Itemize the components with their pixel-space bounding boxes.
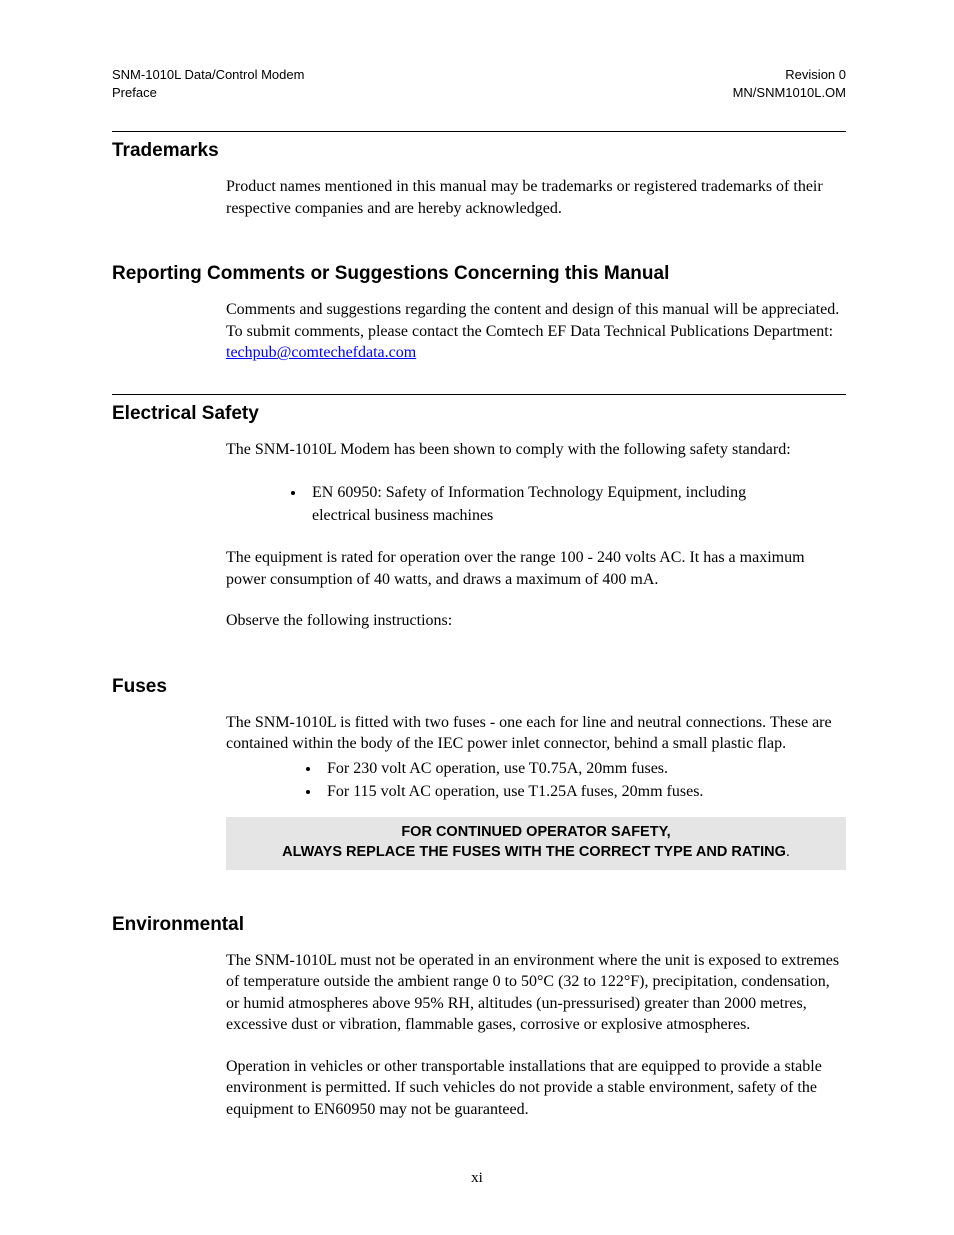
warning-box: FOR CONTINUED OPERATOR SAFETY, ALWAYS RE… <box>226 817 846 869</box>
body-electrical-2: The equipment is rated for operation ove… <box>226 547 846 590</box>
header-left-line2: Preface <box>112 84 304 102</box>
para: The SNM-1010L Modem has been shown to co… <box>226 439 846 461</box>
body-electrical-bullets: EN 60950: Safety of Information Technolo… <box>226 481 846 527</box>
bullet: EN 60950: Safety of Information Technolo… <box>306 481 786 527</box>
para: Product names mentioned in this manual m… <box>226 176 846 219</box>
para-text: Comments and suggestions regarding the c… <box>226 301 839 340</box>
page-header: SNM-1010L Data/Control Modem Preface Rev… <box>112 66 846 101</box>
para: The equipment is rated for operation ove… <box>226 547 846 590</box>
heading-reporting: Reporting Comments or Suggestions Concer… <box>112 263 846 285</box>
header-right-line1: Revision 0 <box>733 66 846 84</box>
bullet: For 115 volt AC operation, use T1.25A fu… <box>321 780 846 803</box>
para: Comments and suggestions regarding the c… <box>226 299 846 364</box>
bullet: For 230 volt AC operation, use T0.75A, 2… <box>321 757 846 780</box>
body-reporting: Comments and suggestions regarding the c… <box>226 299 846 364</box>
warning-line2: ALWAYS REPLACE THE FUSES WITH THE CORREC… <box>282 844 786 860</box>
heading-trademarks: Trademarks <box>112 140 846 162</box>
heading-electrical: Electrical Safety <box>112 403 846 425</box>
header-left-line1: SNM-1010L Data/Control Modem <box>112 66 304 84</box>
header-right-line2: MN/SNM1010L.OM <box>733 84 846 102</box>
body-fuses-1: The SNM-1010L is fitted with two fuses -… <box>226 712 846 755</box>
document-page: SNM-1010L Data/Control Modem Preface Rev… <box>0 0 954 1235</box>
page-number: xi <box>0 1170 954 1187</box>
header-right: Revision 0 MN/SNM1010L.OM <box>733 66 846 101</box>
body-electrical-3: Observe the following instructions: <box>226 610 846 632</box>
heading-environmental: Environmental <box>112 914 846 936</box>
heading-fuses: Fuses <box>112 676 846 698</box>
para: The SNM-1010L is fitted with two fuses -… <box>226 712 846 755</box>
warning-period: . <box>786 844 790 860</box>
warning-line1: FOR CONTINUED OPERATOR SAFETY, <box>401 824 670 840</box>
header-left: SNM-1010L Data/Control Modem Preface <box>112 66 304 101</box>
body-fuses-bullets: For 230 volt AC operation, use T0.75A, 2… <box>226 757 846 803</box>
para: The SNM-1010L must not be operated in an… <box>226 950 846 1036</box>
email-link[interactable]: techpub@comtechefdata.com <box>226 344 416 361</box>
para: Operation in vehicles or other transport… <box>226 1056 846 1121</box>
para: Observe the following instructions: <box>226 610 846 632</box>
body-trademarks: Product names mentioned in this manual m… <box>226 176 846 219</box>
body-electrical-1: The SNM-1010L Modem has been shown to co… <box>226 439 846 461</box>
body-environmental-1: The SNM-1010L must not be operated in an… <box>226 950 846 1036</box>
body-environmental-2: Operation in vehicles or other transport… <box>226 1056 846 1121</box>
